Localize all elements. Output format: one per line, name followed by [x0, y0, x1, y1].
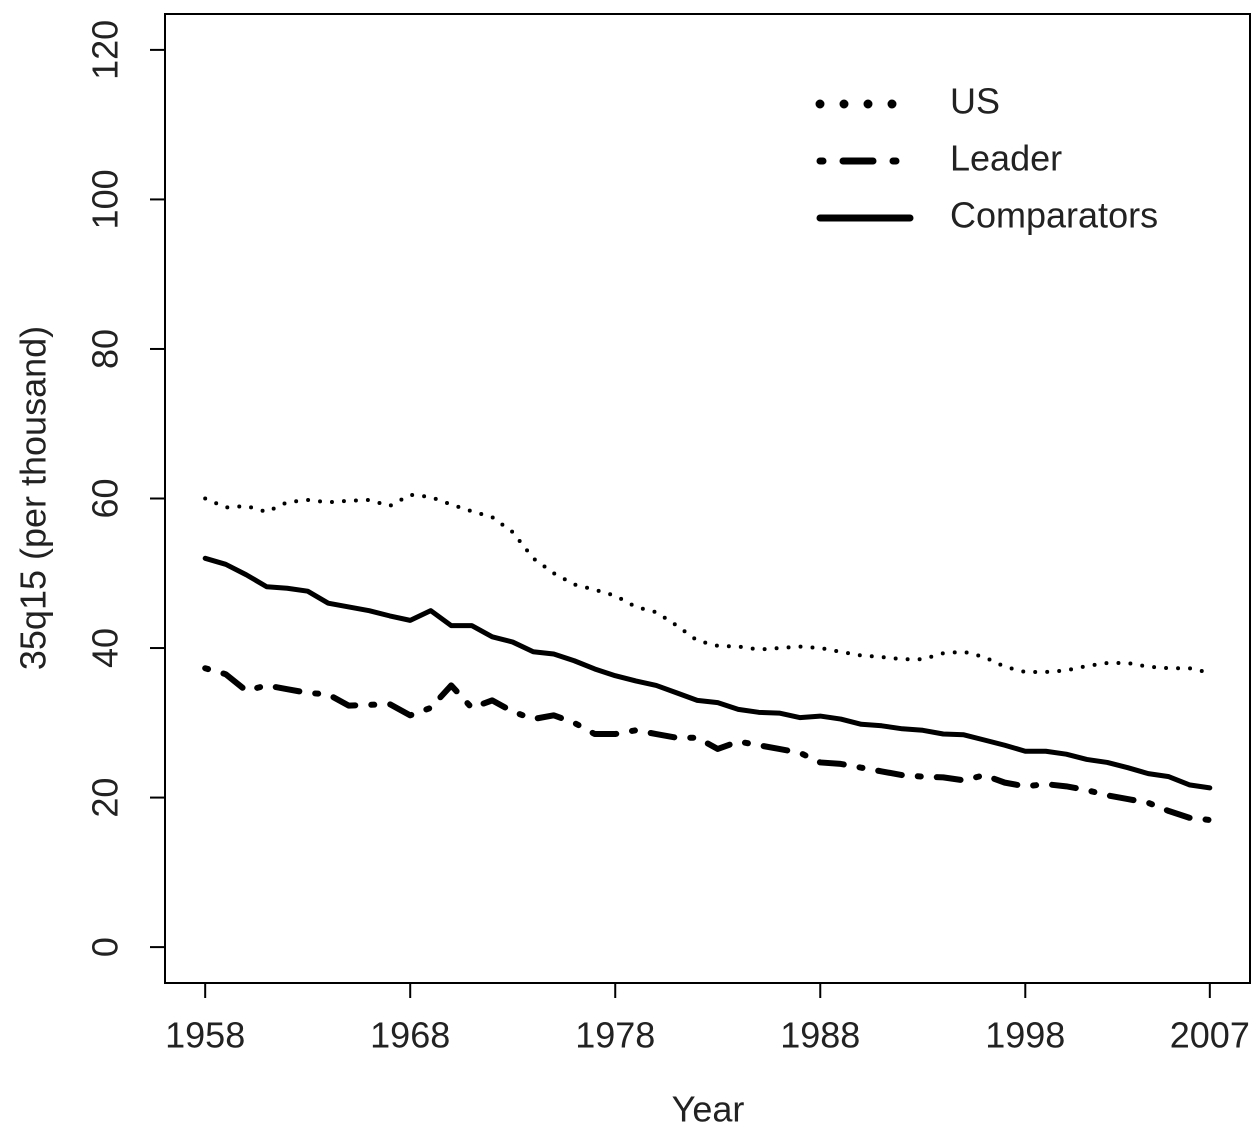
- legend-label: Leader: [950, 138, 1062, 179]
- y-tick-label: 0: [85, 937, 126, 957]
- y-axis-label: 35q15 (per thousand): [13, 326, 54, 670]
- x-tick-label: 1978: [575, 1015, 655, 1056]
- y-tick-label: 60: [85, 478, 126, 518]
- x-tick-label: 1958: [165, 1015, 245, 1056]
- x-tick-label: 1968: [370, 1015, 450, 1056]
- legend-label: Comparators: [950, 195, 1158, 236]
- x-tick-label: 1988: [780, 1015, 860, 1056]
- series-line: [202, 665, 1213, 824]
- y-tick-label: 40: [85, 628, 126, 668]
- y-tick-label: 100: [85, 169, 126, 229]
- plot-frame: [164, 13, 1251, 984]
- x-tick-label: 1998: [985, 1015, 1065, 1056]
- series-line: [203, 492, 1212, 675]
- series-line: [202, 555, 1213, 791]
- x-tick-label: 2007: [1170, 1015, 1250, 1056]
- y-tick-label: 120: [85, 20, 126, 80]
- y-tick-label: 20: [85, 778, 126, 818]
- x-axis-label: Year: [672, 1089, 745, 1130]
- y-tick-label: 80: [85, 329, 126, 369]
- legend-label: US: [950, 81, 1000, 122]
